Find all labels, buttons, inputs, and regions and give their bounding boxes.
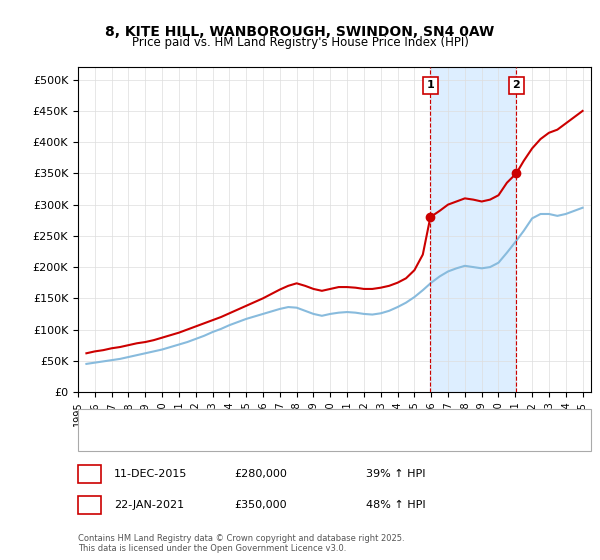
Bar (430, 67, 517, 392)
Text: 1: 1 (86, 469, 93, 479)
Text: 2: 2 (512, 80, 520, 90)
Text: 39% ↑ HPI: 39% ↑ HPI (366, 469, 425, 479)
Text: 8, KITE HILL, WANBOROUGH, SWINDON, SN4 0AW: 8, KITE HILL, WANBOROUGH, SWINDON, SN4 0… (106, 25, 494, 39)
Text: —: — (93, 412, 110, 430)
Text: 22-JAN-2021: 22-JAN-2021 (114, 500, 184, 510)
Text: Price paid vs. HM Land Registry's House Price Index (HPI): Price paid vs. HM Land Registry's House … (131, 36, 469, 49)
Text: 11-DEC-2015: 11-DEC-2015 (114, 469, 187, 479)
Text: 48% ↑ HPI: 48% ↑ HPI (366, 500, 425, 510)
Text: 8, KITE HILL, WANBOROUGH, SWINDON, SN4 0AW (semi-detached house): 8, KITE HILL, WANBOROUGH, SWINDON, SN4 0… (117, 416, 477, 426)
Text: £350,000: £350,000 (234, 500, 287, 510)
Text: —: — (93, 430, 110, 448)
Text: HPI: Average price, semi-detached house, Swindon: HPI: Average price, semi-detached house,… (117, 434, 366, 444)
Text: £280,000: £280,000 (234, 469, 287, 479)
Text: Contains HM Land Registry data © Crown copyright and database right 2025.
This d: Contains HM Land Registry data © Crown c… (78, 534, 404, 553)
Text: 1: 1 (427, 80, 434, 90)
Text: 2: 2 (86, 500, 93, 510)
